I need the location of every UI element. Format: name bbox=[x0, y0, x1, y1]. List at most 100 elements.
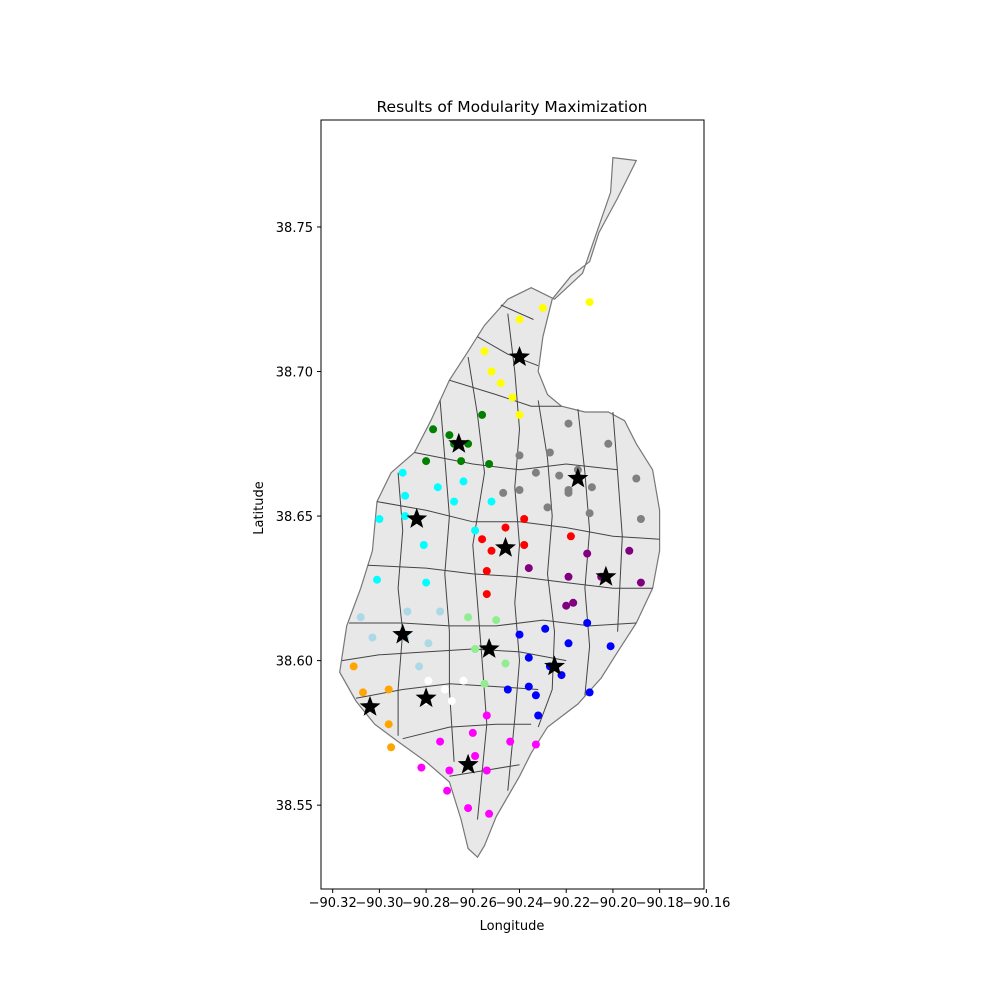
data-point-11-2 bbox=[436, 737, 445, 746]
data-point-11-6 bbox=[417, 763, 426, 772]
data-point-0-6 bbox=[508, 393, 517, 402]
data-point-11-11 bbox=[485, 809, 494, 818]
data-point-1-6 bbox=[457, 457, 466, 466]
y-tick-label-4: 38.75 bbox=[276, 221, 313, 236]
data-point-0-0 bbox=[538, 303, 547, 312]
data-points bbox=[349, 298, 645, 818]
data-point-1-1 bbox=[429, 425, 438, 434]
x-tick-label-1: −90.30 bbox=[355, 896, 403, 911]
center-star-6 bbox=[392, 623, 414, 644]
data-point-4-1 bbox=[501, 523, 510, 532]
data-point-4-6 bbox=[482, 567, 491, 575]
plot-frame bbox=[320, 119, 705, 890]
data-point-11-10 bbox=[464, 804, 473, 813]
data-point-6-1 bbox=[403, 607, 412, 616]
data-point-0-2 bbox=[585, 298, 594, 307]
center-star-11 bbox=[457, 753, 479, 774]
data-point-4-7 bbox=[482, 590, 491, 599]
data-point-9-2 bbox=[359, 688, 367, 697]
data-point-5-3 bbox=[564, 572, 573, 581]
data-point-11-7 bbox=[445, 766, 454, 775]
data-point-5-2 bbox=[524, 564, 533, 573]
data-point-7-1 bbox=[492, 616, 501, 625]
center-star-5 bbox=[595, 565, 617, 586]
district-boundary-10 bbox=[477, 336, 539, 367]
district-boundary-0 bbox=[376, 501, 473, 523]
x-tick-label-4: −90.24 bbox=[495, 896, 543, 911]
data-point-1-0 bbox=[478, 410, 487, 419]
data-point-2-0 bbox=[564, 419, 573, 428]
x-tick-label-2: −90.28 bbox=[402, 896, 450, 911]
data-point-2-3 bbox=[545, 448, 554, 457]
data-point-10-2 bbox=[459, 676, 468, 685]
center-star-9 bbox=[359, 695, 381, 716]
data-point-2-11 bbox=[515, 486, 524, 494]
y-tick-label-0: 38.55 bbox=[276, 799, 313, 814]
district-boundary-6 bbox=[402, 723, 532, 740]
center-star-1 bbox=[448, 432, 470, 453]
x-tick-label-5: −90.22 bbox=[542, 896, 590, 911]
data-point-8-5 bbox=[524, 653, 533, 662]
x-tick-label-7: −90.18 bbox=[636, 896, 684, 911]
data-point-2-12 bbox=[564, 488, 573, 497]
y-axis-title: Latitude bbox=[252, 481, 267, 535]
district-boundary-1 bbox=[472, 521, 660, 540]
data-point-6-6 bbox=[415, 662, 424, 671]
city-outline bbox=[339, 156, 661, 859]
district-boundary-8 bbox=[414, 452, 618, 471]
data-point-4-2 bbox=[566, 532, 575, 541]
data-point-11-5 bbox=[471, 752, 480, 760]
data-point-1-7 bbox=[485, 460, 494, 468]
data-point-9-0 bbox=[349, 662, 358, 671]
x-axis-title: Longitude bbox=[480, 919, 545, 934]
data-point-11-3 bbox=[506, 737, 515, 746]
data-point-8-3 bbox=[564, 639, 573, 648]
data-point-2-1 bbox=[604, 439, 613, 448]
data-point-3-6 bbox=[375, 515, 384, 523]
y-tick-label-1: 38.60 bbox=[276, 655, 313, 670]
data-point-8-10 bbox=[531, 691, 540, 700]
x-tick-label-0: −90.32 bbox=[309, 896, 357, 911]
community-centers bbox=[359, 346, 617, 774]
district-boundary-16 bbox=[537, 400, 556, 728]
data-point-3-3 bbox=[401, 491, 410, 500]
data-point-2-8 bbox=[587, 483, 596, 492]
data-point-1-5 bbox=[422, 457, 431, 466]
data-point-7-4 bbox=[480, 679, 489, 688]
data-point-2-13 bbox=[543, 503, 552, 512]
district-boundary-18 bbox=[612, 411, 623, 632]
data-point-3-2 bbox=[459, 477, 468, 486]
data-point-3-5 bbox=[487, 497, 496, 506]
data-point-4-0 bbox=[520, 515, 529, 523]
data-point-5-0 bbox=[583, 549, 592, 558]
data-point-1-2 bbox=[445, 431, 454, 440]
data-point-0-5 bbox=[496, 379, 505, 388]
data-point-10-4 bbox=[447, 697, 456, 706]
district-boundary-11 bbox=[500, 304, 534, 320]
data-point-8-4 bbox=[606, 642, 615, 651]
x-tick-label-3: −90.26 bbox=[449, 896, 497, 911]
center-star-8 bbox=[544, 655, 565, 676]
data-point-4-3 bbox=[478, 535, 487, 544]
data-point-3-11 bbox=[422, 578, 431, 587]
data-point-3-4 bbox=[450, 497, 459, 506]
data-point-0-4 bbox=[487, 367, 496, 376]
data-point-11-8 bbox=[482, 766, 491, 775]
data-point-6-2 bbox=[436, 607, 445, 616]
x-axis-ticks: −90.32−90.30−90.28−90.26−90.24−90.22 −90.… bbox=[309, 889, 730, 911]
data-point-7-0 bbox=[464, 613, 473, 622]
data-point-6-4 bbox=[424, 639, 433, 648]
data-point-3-0 bbox=[398, 468, 407, 477]
data-point-8-11 bbox=[585, 688, 594, 697]
data-point-8-1 bbox=[583, 619, 592, 627]
data-point-2-9 bbox=[632, 474, 641, 483]
center-star-0 bbox=[509, 346, 530, 366]
data-point-8-12 bbox=[534, 711, 543, 720]
y-tick-label-2: 38.65 bbox=[276, 510, 313, 525]
y-axis-ticks: 38.55 38.60 38.65 38.70 38.75 bbox=[276, 221, 321, 814]
chart-title: Results of Modularity Maximization bbox=[376, 98, 647, 116]
data-point-3-7 bbox=[401, 512, 410, 521]
center-star-7 bbox=[478, 638, 500, 658]
data-point-11-4 bbox=[531, 740, 540, 749]
